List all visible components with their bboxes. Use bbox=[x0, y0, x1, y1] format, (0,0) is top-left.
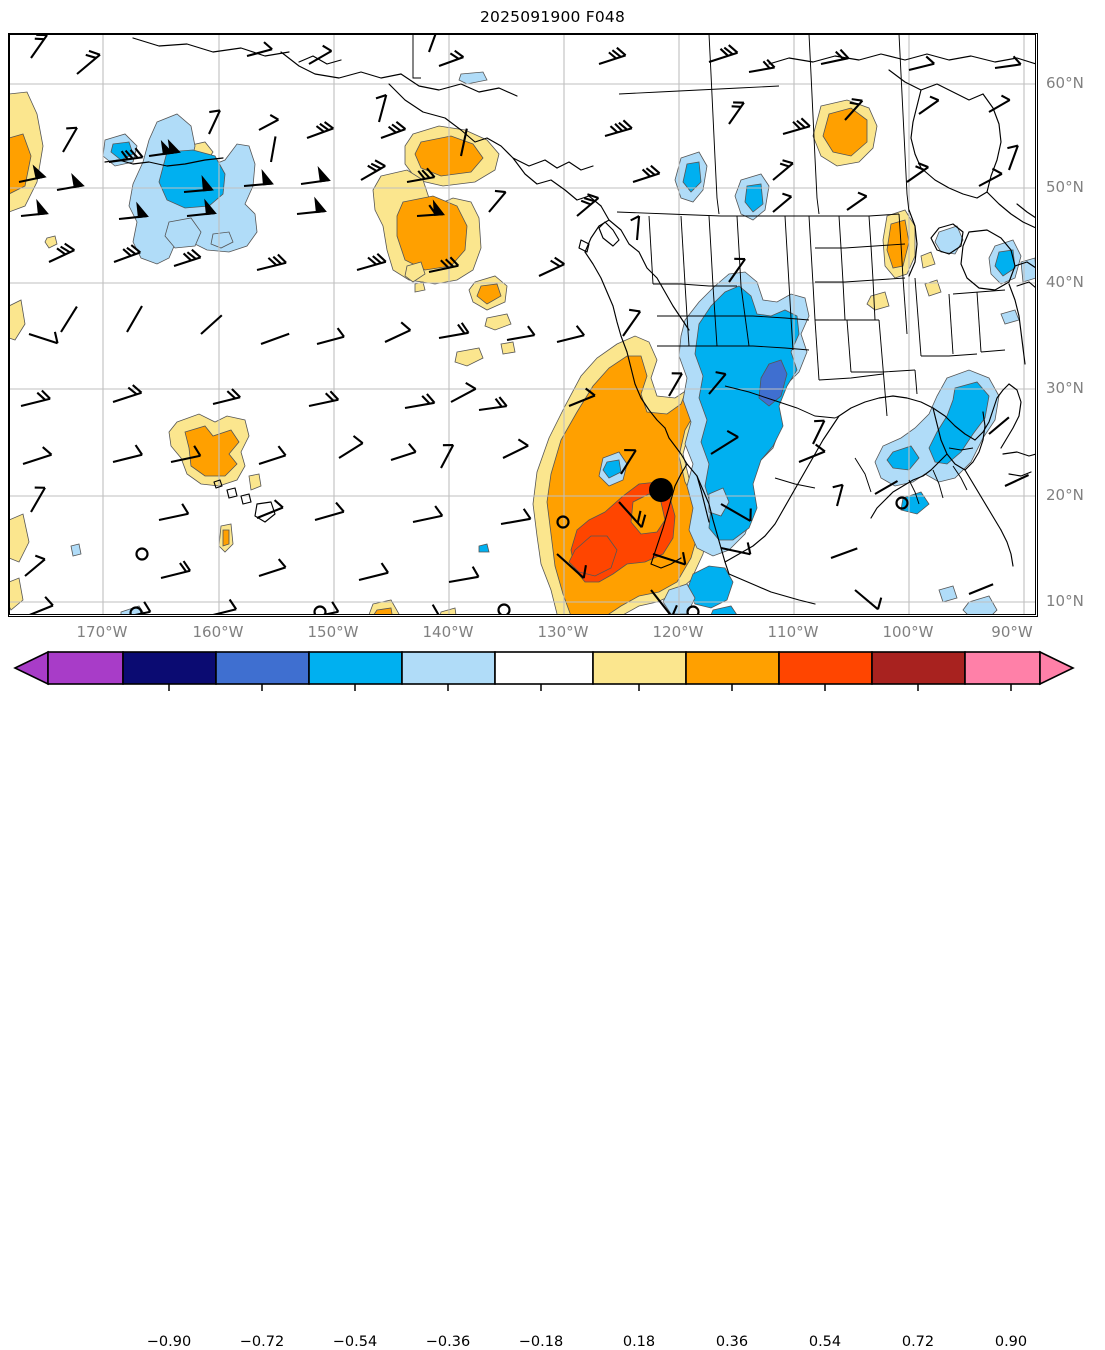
ytick-30n: 30°N bbox=[1046, 379, 1084, 397]
figure-root: 2025091900 F048 bbox=[0, 0, 1105, 712]
xtick-110w: 110°W bbox=[768, 623, 819, 641]
cb-band-0 bbox=[48, 652, 123, 684]
cb-band-10 bbox=[965, 652, 1040, 684]
map-plot-area[interactable] bbox=[8, 33, 1038, 617]
cb-band-2 bbox=[216, 652, 309, 684]
xtick-140w: 140°W bbox=[423, 623, 474, 641]
colorbar[interactable]: −0.90 −0.72 −0.54 −0.36 −0.18 0.18 0.36 … bbox=[0, 650, 1105, 712]
cb-band-5 bbox=[495, 652, 593, 684]
ytick-20n: 20°N bbox=[1046, 486, 1084, 504]
cb-label-3: −0.36 bbox=[426, 1334, 470, 1350]
cb-label-9: 0.90 bbox=[995, 1334, 1027, 1350]
cb-label-7: 0.54 bbox=[809, 1334, 841, 1350]
cb-label-6: 0.36 bbox=[716, 1334, 748, 1350]
cb-extend-high bbox=[1040, 652, 1073, 684]
cb-extend-low bbox=[15, 652, 48, 684]
xtick-130w: 130°W bbox=[538, 623, 589, 641]
cb-label-4: −0.18 bbox=[519, 1334, 563, 1350]
cb-band-4 bbox=[402, 652, 495, 684]
cb-band-7 bbox=[686, 652, 779, 684]
cb-label-1: −0.72 bbox=[240, 1334, 284, 1350]
ytick-60n: 60°N bbox=[1046, 74, 1084, 92]
cb-label-0: −0.90 bbox=[147, 1334, 191, 1350]
xtick-120w: 120°W bbox=[653, 623, 704, 641]
ytick-40n: 40°N bbox=[1046, 273, 1084, 291]
cb-label-5: 0.18 bbox=[623, 1334, 655, 1350]
cb-label-8: 0.72 bbox=[902, 1334, 934, 1350]
cb-label-2: −0.54 bbox=[333, 1334, 377, 1350]
xtick-160w: 160°W bbox=[193, 623, 244, 641]
xtick-100w: 100°W bbox=[883, 623, 934, 641]
ytick-10n: 10°N bbox=[1046, 592, 1084, 610]
colorbar-swatches bbox=[15, 652, 1073, 684]
storm-center-marker[interactable] bbox=[649, 478, 673, 502]
ytick-50n: 50°N bbox=[1046, 178, 1084, 196]
cb-band-3 bbox=[309, 652, 402, 684]
cb-band-6 bbox=[593, 652, 686, 684]
colorbar-canvas bbox=[0, 650, 1105, 712]
cb-band-9 bbox=[872, 652, 965, 684]
colorbar-ticks bbox=[169, 684, 1011, 691]
figure-title: 2025091900 F048 bbox=[0, 8, 1105, 26]
map-canvas bbox=[9, 34, 1036, 615]
cb-band-8 bbox=[779, 652, 872, 684]
xtick-170w: 170°W bbox=[77, 623, 128, 641]
cb-band-1 bbox=[123, 652, 216, 684]
xtick-150w: 150°W bbox=[308, 623, 359, 641]
xtick-90w: 90°W bbox=[991, 623, 1032, 641]
